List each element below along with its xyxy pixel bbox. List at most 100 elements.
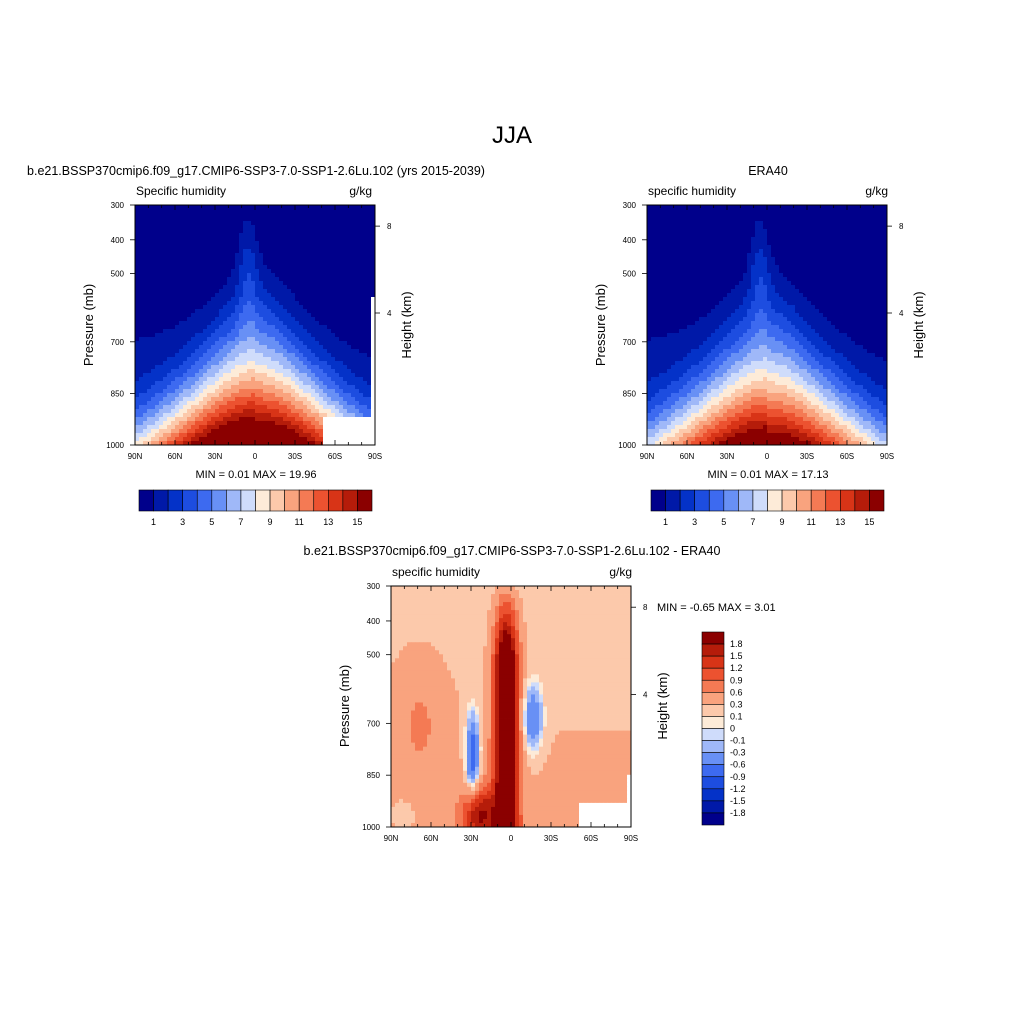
- contour-cell: [311, 409, 316, 414]
- contour-cell: [175, 241, 180, 246]
- contour-cell: [315, 241, 320, 246]
- contour-cell: [195, 357, 200, 362]
- contour-cell: [179, 381, 184, 386]
- contour-cell: [351, 249, 356, 254]
- contour-cell: [191, 301, 196, 306]
- contour-cell: [663, 269, 668, 274]
- contour-cell: [307, 273, 312, 278]
- contour-cell: [191, 285, 196, 290]
- contour-cell: [155, 357, 160, 362]
- contour-cell: [339, 365, 344, 370]
- contour-cell: [291, 253, 296, 258]
- contour-cell: [247, 237, 252, 242]
- contour-cell: [347, 349, 352, 354]
- contour-cell: [815, 261, 820, 266]
- contour-cell: [303, 321, 308, 326]
- contour-cell: [179, 437, 184, 442]
- contour-cell: [347, 293, 352, 298]
- contour-cell: [367, 305, 372, 310]
- contour-cell: [363, 373, 368, 378]
- contour-cell: [287, 417, 292, 422]
- contour-cell: [283, 285, 288, 290]
- contour-cell: [843, 257, 848, 262]
- contour-cell: [803, 241, 808, 246]
- contour-cell: [795, 261, 800, 266]
- contour-cell: [287, 433, 292, 438]
- contour-cell: [811, 261, 816, 266]
- contour-cell: [135, 273, 140, 278]
- contour-cell: [263, 317, 268, 322]
- contour-cell: [311, 293, 316, 298]
- contour-cell: [135, 289, 140, 294]
- contour-cell: [295, 345, 300, 350]
- contour-cell: [759, 241, 764, 246]
- contour-cell: [135, 409, 140, 414]
- contour-cell: [215, 241, 220, 246]
- contour-cell: [767, 229, 772, 234]
- contour-cell: [267, 205, 272, 210]
- contour-cell: [763, 209, 768, 214]
- contour-cell: [199, 369, 204, 374]
- contour-cell: [211, 225, 216, 230]
- contour-cell: [807, 237, 812, 242]
- contour-cell: [155, 293, 160, 298]
- contour-cell: [243, 345, 248, 350]
- contour-cell: [191, 333, 196, 338]
- contour-cell: [215, 285, 220, 290]
- contour-cell: [747, 233, 752, 238]
- contour-cell: [171, 345, 176, 350]
- contour-cell: [827, 205, 832, 210]
- contour-cell: [775, 217, 780, 222]
- contour-cell: [207, 441, 212, 446]
- contour-cell: [271, 337, 276, 342]
- contour-cell: [315, 433, 320, 438]
- contour-cell: [155, 409, 160, 414]
- contour-cell: [767, 241, 772, 246]
- contour-cell: [259, 297, 264, 302]
- contour-cell: [763, 217, 768, 222]
- contour-cell: [335, 233, 340, 238]
- contour-cell: [159, 357, 164, 362]
- contour-cell: [187, 261, 192, 266]
- contour-cell: [715, 217, 720, 222]
- contour-cell: [231, 325, 236, 330]
- contour-cell: [259, 253, 264, 258]
- contour-cell: [727, 213, 732, 218]
- contour-cell: [735, 245, 740, 250]
- contour-cell: [647, 225, 652, 230]
- contour-cell: [347, 321, 352, 326]
- contour-cell: [883, 237, 888, 242]
- contour-cell: [823, 225, 828, 230]
- contour-cell: [335, 413, 340, 418]
- contour-cell: [347, 385, 352, 390]
- contour-cell: [135, 353, 140, 358]
- contour-cell: [335, 325, 340, 330]
- contour-cell: [143, 305, 148, 310]
- contour-cell: [647, 257, 652, 262]
- contour-cell: [795, 229, 800, 234]
- contour-cell: [275, 217, 280, 222]
- contour-cell: [775, 253, 780, 258]
- contour-cell: [211, 289, 216, 294]
- contour-cell: [223, 309, 228, 314]
- contour-cell: [251, 409, 256, 414]
- contour-cell: [759, 233, 764, 238]
- contour-cell: [287, 277, 292, 282]
- contour-cell: [219, 345, 224, 350]
- contour-cell: [743, 217, 748, 222]
- contour-cell: [159, 249, 164, 254]
- contour-cell: [799, 221, 804, 226]
- contour-cell: [859, 273, 864, 278]
- contour-cell: [331, 209, 336, 214]
- contour-cell: [319, 361, 324, 366]
- contour-cell: [303, 425, 308, 430]
- contour-cell: [711, 225, 716, 230]
- contour-cell: [187, 277, 192, 282]
- contour-cell: [687, 277, 692, 282]
- contour-cell: [203, 397, 208, 402]
- contour-cell: [307, 425, 312, 430]
- contour-cell: [759, 273, 764, 278]
- contour-cell: [167, 385, 172, 390]
- contour-cell: [139, 357, 144, 362]
- contour-cell: [663, 233, 668, 238]
